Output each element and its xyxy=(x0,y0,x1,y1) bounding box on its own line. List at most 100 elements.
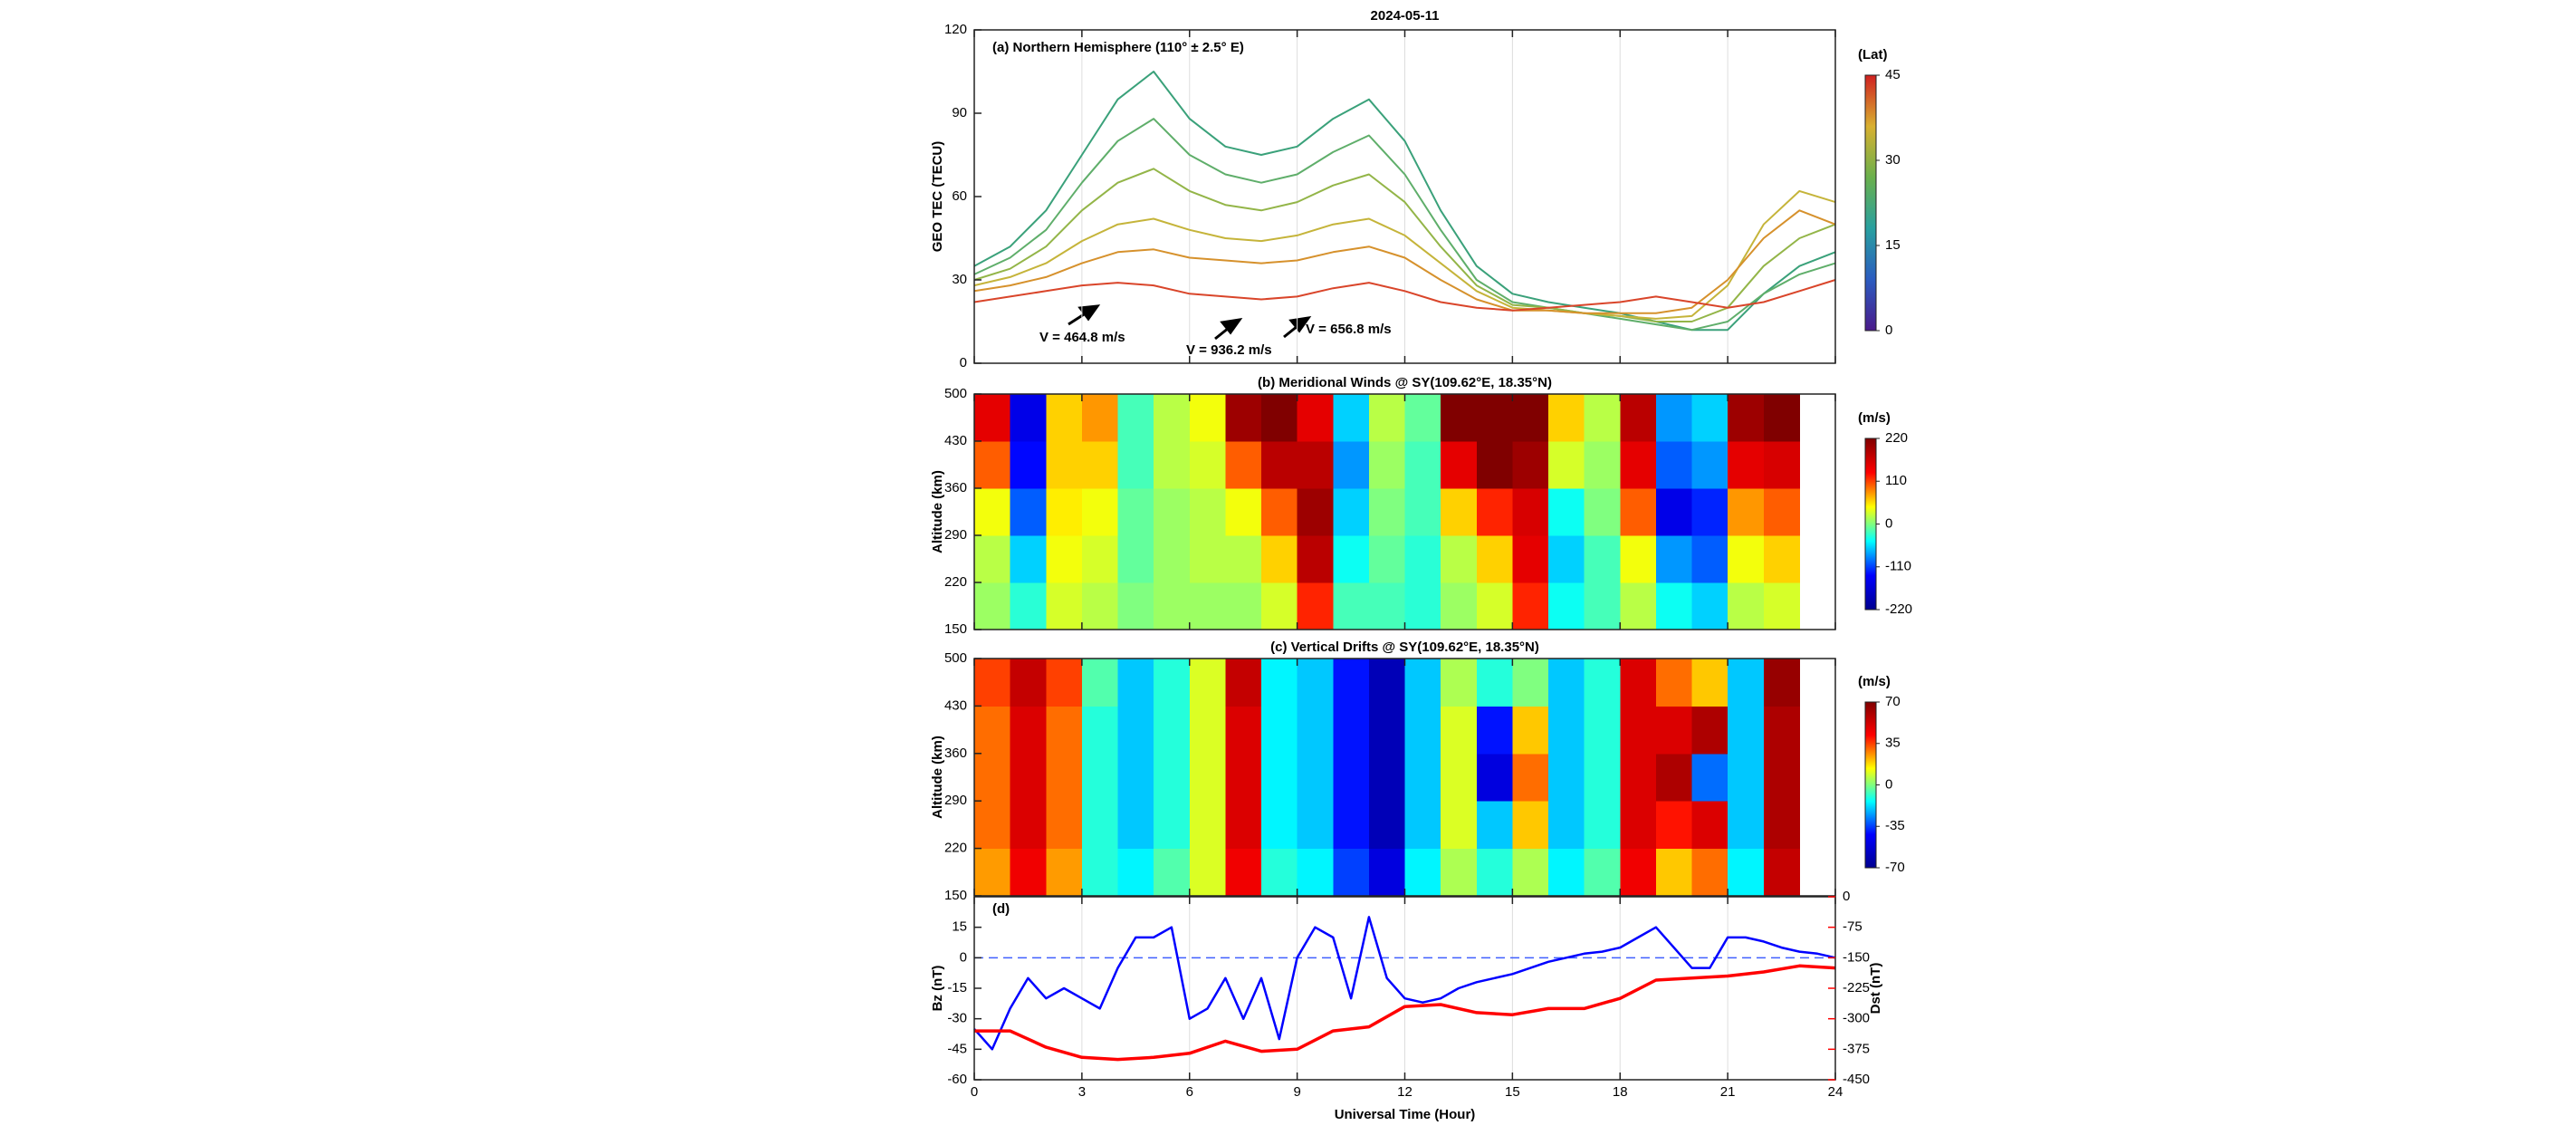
y-tick-label: 290 xyxy=(944,527,967,543)
heatmap-cell xyxy=(1117,753,1154,802)
colorbar-tick-label: -220 xyxy=(1885,601,1912,617)
colorbar-tick-label: 30 xyxy=(1885,152,1901,168)
y-tick-label: -60 xyxy=(947,1072,967,1087)
heatmap-cell xyxy=(1655,659,1692,707)
panel-label: (d) xyxy=(992,901,1010,917)
heatmap-cell xyxy=(1548,488,1585,536)
heatmap-cell xyxy=(1333,535,1370,583)
heatmap-cell xyxy=(1225,659,1262,707)
heatmap-cell xyxy=(1154,706,1191,755)
heatmap-cell xyxy=(1404,488,1441,536)
heatmap-cell xyxy=(1333,753,1370,802)
y-tick-label: -45 xyxy=(947,1041,967,1056)
x-tick-label: 6 xyxy=(1186,1084,1193,1100)
colorbar-tick-label: 15 xyxy=(1885,237,1901,253)
heatmap-cell xyxy=(1691,488,1729,536)
y2-tick-label: -300 xyxy=(1843,1011,1870,1026)
heatmap-cell xyxy=(1763,582,1800,630)
y-tick-label: 500 xyxy=(944,386,967,401)
series-line xyxy=(973,118,1836,332)
y-tick-label: 290 xyxy=(944,793,967,808)
heatmap-cell xyxy=(1728,848,1765,897)
colorbar-tick-label: 35 xyxy=(1885,736,1901,751)
y-tick-label: 120 xyxy=(944,22,967,37)
heatmap-cell xyxy=(1010,488,1047,536)
colorbar-tick-label: 45 xyxy=(1885,67,1901,82)
heatmap-cell xyxy=(1189,535,1226,583)
heatmap-cell xyxy=(1584,801,1621,850)
heatmap-cell xyxy=(1010,441,1047,489)
y2-tick-label: -75 xyxy=(1843,919,1863,935)
y-tick-label: 90 xyxy=(952,105,967,120)
heatmap-cell xyxy=(1691,394,1729,442)
heatmap-cell xyxy=(1225,753,1262,802)
heatmap-cell xyxy=(1728,488,1765,536)
y-tick-label: 0 xyxy=(960,949,967,965)
y-tick-label: 60 xyxy=(952,188,967,204)
colorbar-label: (m/s) xyxy=(1858,674,1891,689)
heatmap-cell xyxy=(1584,706,1621,755)
heatmap-cell xyxy=(1333,394,1370,442)
heatmap-cell xyxy=(1225,582,1262,630)
colorbar-tick-label: 0 xyxy=(1885,776,1892,792)
heatmap-cell xyxy=(1512,753,1549,802)
annotation: V = 464.8 m/s xyxy=(1039,330,1125,345)
heatmap-cell xyxy=(1046,706,1083,755)
heatmap-cell xyxy=(1404,535,1441,583)
y-axis-label: Bz (nT) xyxy=(930,966,945,1012)
heatmap-cell xyxy=(1691,659,1729,707)
heatmap-cell xyxy=(1763,706,1800,755)
colorbar xyxy=(1864,438,1877,611)
heatmap-cell xyxy=(1548,848,1585,897)
heatmap-cell xyxy=(1261,441,1298,489)
y2-tick-label: -450 xyxy=(1843,1072,1870,1087)
heatmap-cell xyxy=(1584,441,1621,489)
heatmap-cell xyxy=(1368,582,1405,630)
heatmap-cell xyxy=(1655,801,1692,850)
heatmap-cell xyxy=(1548,801,1585,850)
heatmap-cell xyxy=(1297,801,1334,850)
heatmap-cell xyxy=(1548,535,1585,583)
heatmap-cell xyxy=(1441,706,1478,755)
heatmap-cell xyxy=(1189,706,1226,755)
heatmap-cell xyxy=(1441,535,1478,583)
heatmap-cell xyxy=(1476,441,1513,489)
heatmap-cell xyxy=(1046,535,1083,583)
heatmap-cell xyxy=(1010,582,1047,630)
series-line xyxy=(974,964,1836,1062)
heatmap-cell xyxy=(1081,753,1118,802)
heatmap-cell xyxy=(1154,488,1191,536)
colorbar-tick-label: 0 xyxy=(1885,322,1892,338)
heatmap-cell xyxy=(1763,801,1800,850)
heatmap-cell xyxy=(1297,848,1334,897)
heatmap-cell xyxy=(1117,394,1154,442)
heatmap-cell xyxy=(1404,848,1441,897)
heatmap-cell xyxy=(1081,582,1118,630)
heatmap-cell xyxy=(1081,801,1118,850)
y-tick-label: 430 xyxy=(944,433,967,448)
heatmap-cell xyxy=(1225,535,1262,583)
y2-tick-label: -375 xyxy=(1843,1041,1870,1056)
heatmap-cell xyxy=(1046,441,1083,489)
heatmap-cell xyxy=(1189,394,1226,442)
x-tick-label: 15 xyxy=(1505,1084,1520,1100)
heatmap-cell xyxy=(1297,394,1334,442)
heatmap-cell xyxy=(1548,582,1585,630)
heatmap-cell xyxy=(1691,753,1729,802)
y-axis-label: Altitude (km) xyxy=(930,470,945,553)
y-tick-label: 430 xyxy=(944,697,967,713)
heatmap-cell xyxy=(1225,441,1262,489)
heatmap-cell xyxy=(974,706,1011,755)
heatmap-cell xyxy=(1010,753,1047,802)
heatmap-cell xyxy=(1404,394,1441,442)
heatmap-cell xyxy=(1584,394,1621,442)
x-tick-label: 9 xyxy=(1293,1084,1300,1100)
heatmap-cell xyxy=(1404,801,1441,850)
heatmap-cell xyxy=(1117,441,1154,489)
arrows xyxy=(1068,304,1312,341)
heatmap-cell xyxy=(1081,848,1118,897)
heatmap-cell xyxy=(1297,582,1334,630)
heatmap-cell xyxy=(1081,394,1118,442)
y-tick-label: -30 xyxy=(947,1011,967,1026)
heatmap-cell xyxy=(1046,753,1083,802)
